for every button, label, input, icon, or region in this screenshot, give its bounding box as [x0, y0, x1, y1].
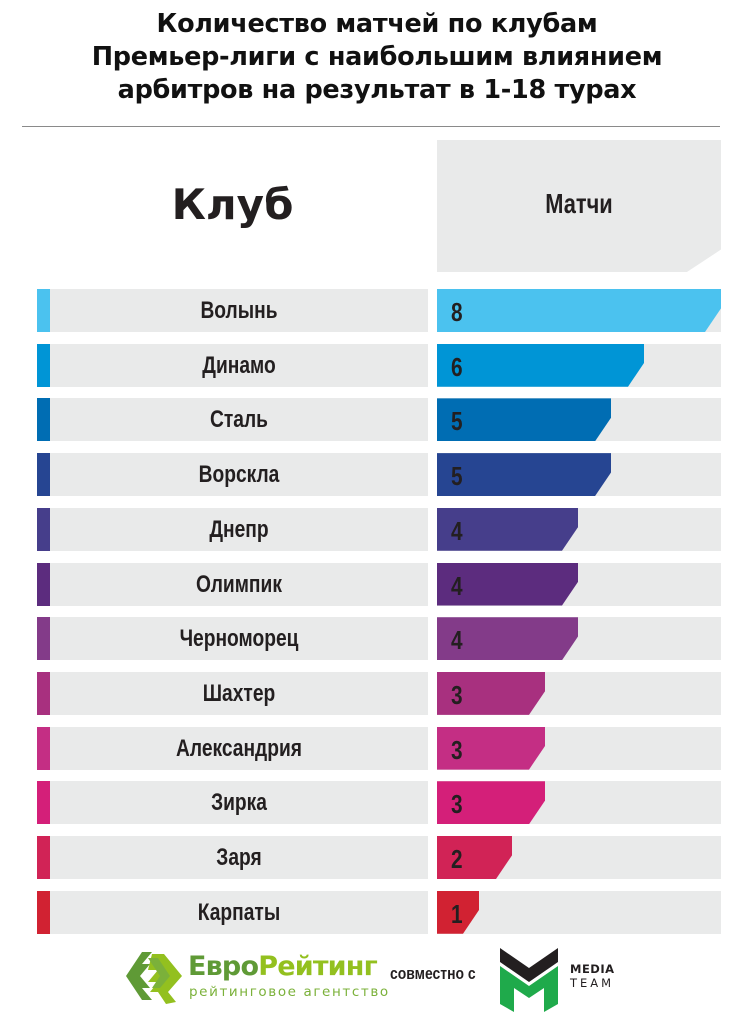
club-label-box: Сталь: [37, 398, 428, 442]
bar: [437, 836, 512, 879]
partner-text: совместно с: [390, 964, 476, 983]
eurorating-brand-name: ЕвроРейтинг: [188, 951, 378, 982]
bar-value-label: 3: [451, 789, 463, 820]
footer-logos: ЕвроРейтинг рейтинговое агентство совмес…: [0, 940, 754, 1020]
bar-track: 8: [437, 289, 721, 332]
chart-title: Количество матчей по клубам Премьер-лиги…: [0, 8, 754, 107]
table-row: Зирка 3: [0, 781, 754, 825]
bar-value-label: 3: [451, 734, 463, 765]
bar: [437, 727, 545, 770]
club-name: Зирка: [211, 789, 267, 817]
bar-value-label: 4: [451, 570, 463, 601]
club-label-box: Ворскла: [37, 453, 428, 497]
bar-track: 6: [437, 343, 721, 387]
bar: [437, 672, 545, 715]
color-strip: [37, 343, 50, 387]
club-name: Днепр: [209, 515, 269, 543]
color-strip: [37, 289, 50, 332]
bar-value-label: 8: [451, 297, 463, 327]
club-label-box: Черноморец: [37, 617, 428, 661]
bar-value-label: 1: [451, 898, 463, 929]
table-row: Черноморец 4: [0, 617, 754, 661]
club-label-box: Заря: [37, 836, 428, 879]
bar-track: 4: [437, 507, 721, 551]
color-strip: [37, 890, 50, 934]
color-strip: [37, 781, 50, 825]
club-name: Александрия: [176, 734, 302, 762]
club-label-box: Зирка: [37, 781, 428, 825]
color-strip: [37, 562, 50, 606]
club-name: Олимпик: [196, 570, 282, 598]
table-row: Динамо 6: [0, 343, 754, 387]
bar-track: 4: [437, 617, 721, 661]
bar-value-label: 5: [451, 406, 463, 437]
bar-track: 3: [437, 781, 721, 825]
bar-value-label: 4: [451, 625, 463, 656]
bar-track: 1: [437, 890, 721, 934]
color-strip: [37, 617, 50, 661]
color-strip: [37, 726, 50, 770]
bar: [437, 781, 545, 824]
club-name: Карпаты: [197, 898, 281, 926]
table-row: Карпаты 1: [0, 890, 754, 934]
club-name: Шахтер: [202, 679, 276, 707]
table-row: Волынь 8: [0, 289, 754, 332]
media-team-logo-icon: [500, 948, 558, 1012]
club-name: Динамо: [202, 351, 276, 379]
bar-track: 2: [437, 836, 721, 879]
bar: [437, 563, 578, 606]
bar: [437, 617, 578, 660]
table-row: Шахтер 3: [0, 671, 754, 715]
bar-value-label: 6: [451, 351, 463, 382]
club-name: Заря: [216, 844, 262, 871]
bar-value-label: 3: [451, 679, 463, 710]
club-label-box: Шахтер: [37, 671, 428, 715]
bar-value-label: 5: [451, 461, 463, 492]
eurorating-logo-icon: [126, 952, 182, 1004]
club-label-box: Олимпик: [37, 562, 428, 606]
bar: [437, 508, 578, 551]
table-row: Сталь 5: [0, 398, 754, 442]
title-line-1: Количество матчей по клубам: [156, 9, 598, 39]
club-name: Ворскла: [198, 461, 280, 489]
color-strip: [37, 398, 50, 442]
bar: [437, 398, 611, 441]
title-line-3: арбитров на результат в 1-18 турах: [117, 75, 637, 105]
club-label-box: Волынь: [37, 289, 428, 332]
color-strip: [37, 671, 50, 715]
bar-track: 3: [437, 671, 721, 715]
title-divider: [22, 126, 720, 127]
table-row: Ворскла 5: [0, 453, 754, 497]
table-row: Александрия 3: [0, 726, 754, 770]
color-strip: [37, 836, 50, 879]
club-label-box: Днепр: [37, 507, 428, 551]
club-label-box: Александрия: [37, 726, 428, 770]
bar-track: 5: [437, 398, 721, 442]
club-column-header: Клуб: [171, 180, 294, 229]
bar-track: 4: [437, 562, 721, 606]
bar-track: 5: [437, 453, 721, 497]
matches-column-header: Матчи: [437, 140, 721, 272]
club-name: Черноморец: [179, 625, 299, 653]
club-name: Сталь: [210, 406, 268, 434]
table-row: Днепр 4: [0, 507, 754, 551]
club-label-box: Динамо: [37, 343, 428, 387]
club-name: Волынь: [200, 297, 278, 324]
bar-value-label: 2: [451, 844, 463, 874]
color-strip: [37, 507, 50, 551]
color-strip: [37, 453, 50, 497]
eurorating-subtitle: рейтинговое агентство: [189, 984, 390, 1000]
table-row: Заря 2: [0, 836, 754, 879]
bar: [437, 453, 611, 496]
media-team-name: MEDIA TEAM: [570, 962, 615, 990]
bar: [437, 344, 644, 387]
title-line-2: Премьер-лиги с наибольшим влиянием: [91, 42, 663, 72]
bar-track: 3: [437, 726, 721, 770]
club-label-box: Карпаты: [37, 890, 428, 934]
bar-value-label: 4: [451, 515, 463, 546]
table-row: Олимпик 4: [0, 562, 754, 606]
matches-header-label: Матчи: [545, 188, 613, 219]
bar: [437, 289, 721, 332]
